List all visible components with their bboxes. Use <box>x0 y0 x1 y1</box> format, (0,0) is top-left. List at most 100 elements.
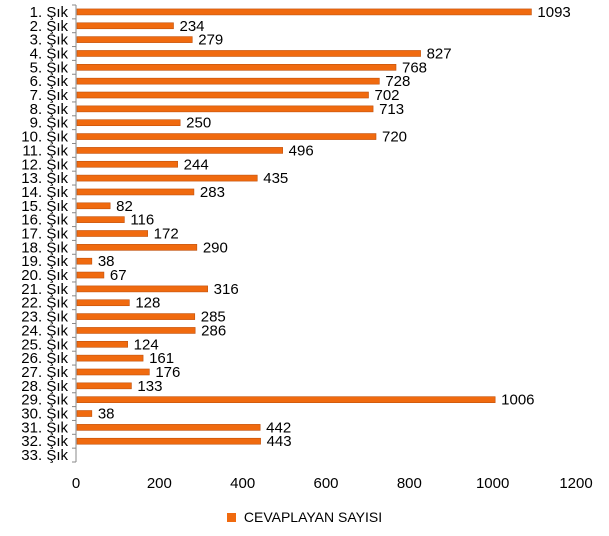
data-label: 82 <box>116 198 133 215</box>
bar <box>76 299 130 307</box>
bar <box>76 382 132 390</box>
category-label: 2. Şık <box>30 18 69 35</box>
x-tick-labels: 0 200 400 600 800 1000 1200 <box>72 475 593 492</box>
category-label: 33. Şık <box>21 447 68 464</box>
category-label: 11. Şık <box>22 142 68 159</box>
legend-swatch <box>226 513 236 522</box>
bar <box>76 77 380 85</box>
bar <box>76 64 397 71</box>
data-label: 244 <box>184 156 209 173</box>
category-label: 32. Şık <box>21 433 68 450</box>
data-label: 161 <box>149 350 174 367</box>
data-label: 728 <box>385 73 410 90</box>
bar <box>76 133 377 140</box>
category-label: 24. Şık <box>21 322 68 339</box>
bar <box>76 8 532 16</box>
data-label: 496 <box>289 142 314 159</box>
bar <box>76 147 283 154</box>
category-label: 13. Şık <box>21 170 68 187</box>
bars-group <box>76 8 532 445</box>
legend-label: CEVAPLAYAN SAYISI <box>243 509 383 525</box>
bar <box>76 188 195 196</box>
data-label: 250 <box>186 115 211 132</box>
category-label: 28. Şık <box>21 378 68 395</box>
bar <box>76 410 93 417</box>
data-label: 285 <box>201 309 226 326</box>
category-label: 15. Şık <box>21 198 68 215</box>
x-tick-label: 200 <box>147 475 172 492</box>
category-label: 3. Şık <box>30 32 69 49</box>
bar <box>76 368 150 376</box>
data-label: 713 <box>379 101 404 118</box>
data-label: 720 <box>382 129 407 146</box>
data-label: 827 <box>427 45 452 62</box>
category-label: 16. Şık <box>21 212 68 229</box>
data-label: 443 <box>267 433 292 450</box>
data-label: 38 <box>98 406 115 423</box>
category-label: 19. Şık <box>21 253 68 270</box>
category-label: 5. Şık <box>30 59 69 76</box>
category-label: 29. Şık <box>21 392 68 409</box>
category-label: 14. Şık <box>21 184 68 201</box>
data-label: 172 <box>154 226 179 243</box>
category-label: 30. Şık <box>21 406 68 423</box>
x-tick-label: 1200 <box>559 475 592 492</box>
legend: CEVAPLAYAN SAYISI <box>0 509 609 525</box>
category-label: 6. Şık <box>30 73 69 90</box>
bar <box>76 340 128 348</box>
category-label: 18. Şık <box>21 239 68 256</box>
bar <box>76 119 181 127</box>
bar <box>76 105 374 113</box>
data-label: 124 <box>134 336 159 353</box>
category-label: 21. Şık <box>21 281 68 298</box>
category-label: 23. Şık <box>21 309 68 326</box>
x-tick-label: 800 <box>397 475 422 492</box>
bar <box>76 36 193 43</box>
category-label: 27. Şık <box>21 364 68 381</box>
x-tick-label: 400 <box>230 475 255 492</box>
bar <box>76 174 258 182</box>
category-label: 25. Şık <box>21 336 68 353</box>
data-label: 279 <box>198 32 223 49</box>
category-label: 8. Şık <box>30 101 69 118</box>
category-label: 31. Şık <box>21 419 68 436</box>
category-label: 1. Şık <box>30 4 69 21</box>
bar <box>76 202 111 210</box>
category-label: 7. Şık <box>30 87 69 104</box>
bar <box>76 396 496 403</box>
bar <box>76 285 208 293</box>
category-label: 22. Şık <box>21 295 68 312</box>
bar <box>76 160 178 168</box>
category-label: 17. Şık <box>21 226 68 243</box>
x-tick-label: 600 <box>313 475 338 492</box>
category-label: 12. Şık <box>21 156 68 173</box>
bar <box>76 424 261 431</box>
x-tick-label: 1000 <box>476 475 509 492</box>
data-label: 316 <box>214 281 239 298</box>
category-label: 9. Şık <box>30 115 69 132</box>
bar <box>76 230 148 237</box>
bar <box>76 216 125 223</box>
data-label: 176 <box>155 364 180 381</box>
category-label: 26. Şık <box>21 350 68 367</box>
data-label: 128 <box>135 295 160 312</box>
bar <box>76 50 421 57</box>
data-label: 1093 <box>537 4 570 21</box>
bar <box>76 354 144 362</box>
data-label: 435 <box>263 170 288 187</box>
bar <box>76 437 261 445</box>
data-label: 768 <box>402 59 427 76</box>
category-label: 20. Şık <box>21 267 68 284</box>
axis-group <box>72 4 77 463</box>
bar <box>76 327 196 334</box>
data-label: 67 <box>110 267 127 284</box>
bar <box>76 257 93 265</box>
data-label: 38 <box>98 253 115 270</box>
bar <box>76 91 369 99</box>
category-label: 10. Şık <box>21 129 68 146</box>
bar <box>76 271 105 279</box>
data-label: 702 <box>375 87 400 104</box>
